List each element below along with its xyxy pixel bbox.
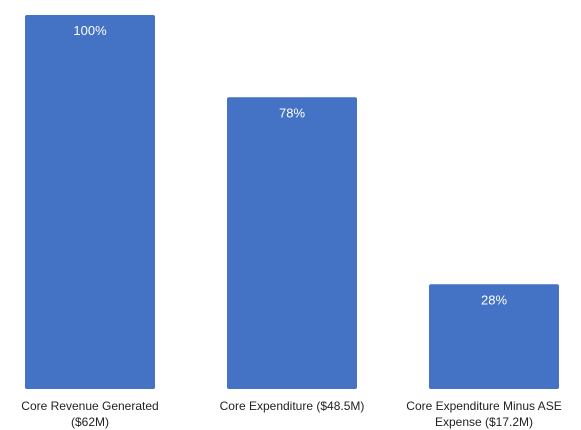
category-label-1-line-2: ($62M) bbox=[71, 415, 109, 429]
bar-value-label-2: 78% bbox=[279, 105, 305, 120]
value-labels-group: 100% 78% 28% bbox=[73, 23, 507, 307]
bar-value-label-1: 100% bbox=[73, 23, 107, 38]
category-label-3: Core Expenditure Minus ASE Expense ($17.2… bbox=[406, 399, 561, 429]
bar-2 bbox=[227, 97, 357, 389]
category-label-2-line-1: Core Expenditure ($48.5M) bbox=[220, 399, 365, 413]
category-label-1-line-1: Core Revenue Generated bbox=[21, 399, 158, 413]
bars-group bbox=[25, 15, 559, 389]
category-label-3-line-2: Expense ($17.2M) bbox=[435, 415, 533, 429]
bar-1 bbox=[25, 15, 155, 389]
bar-value-label-3: 28% bbox=[481, 292, 507, 307]
category-label-2: Core Expenditure ($48.5M) bbox=[220, 399, 365, 413]
bar-3 bbox=[429, 284, 559, 389]
category-label-3-line-1: Core Expenditure Minus ASE bbox=[406, 399, 561, 413]
category-label-1: Core Revenue Generated ($62M) bbox=[21, 399, 158, 429]
category-labels-group: Core Revenue Generated ($62M) Core Expendi… bbox=[21, 399, 561, 429]
